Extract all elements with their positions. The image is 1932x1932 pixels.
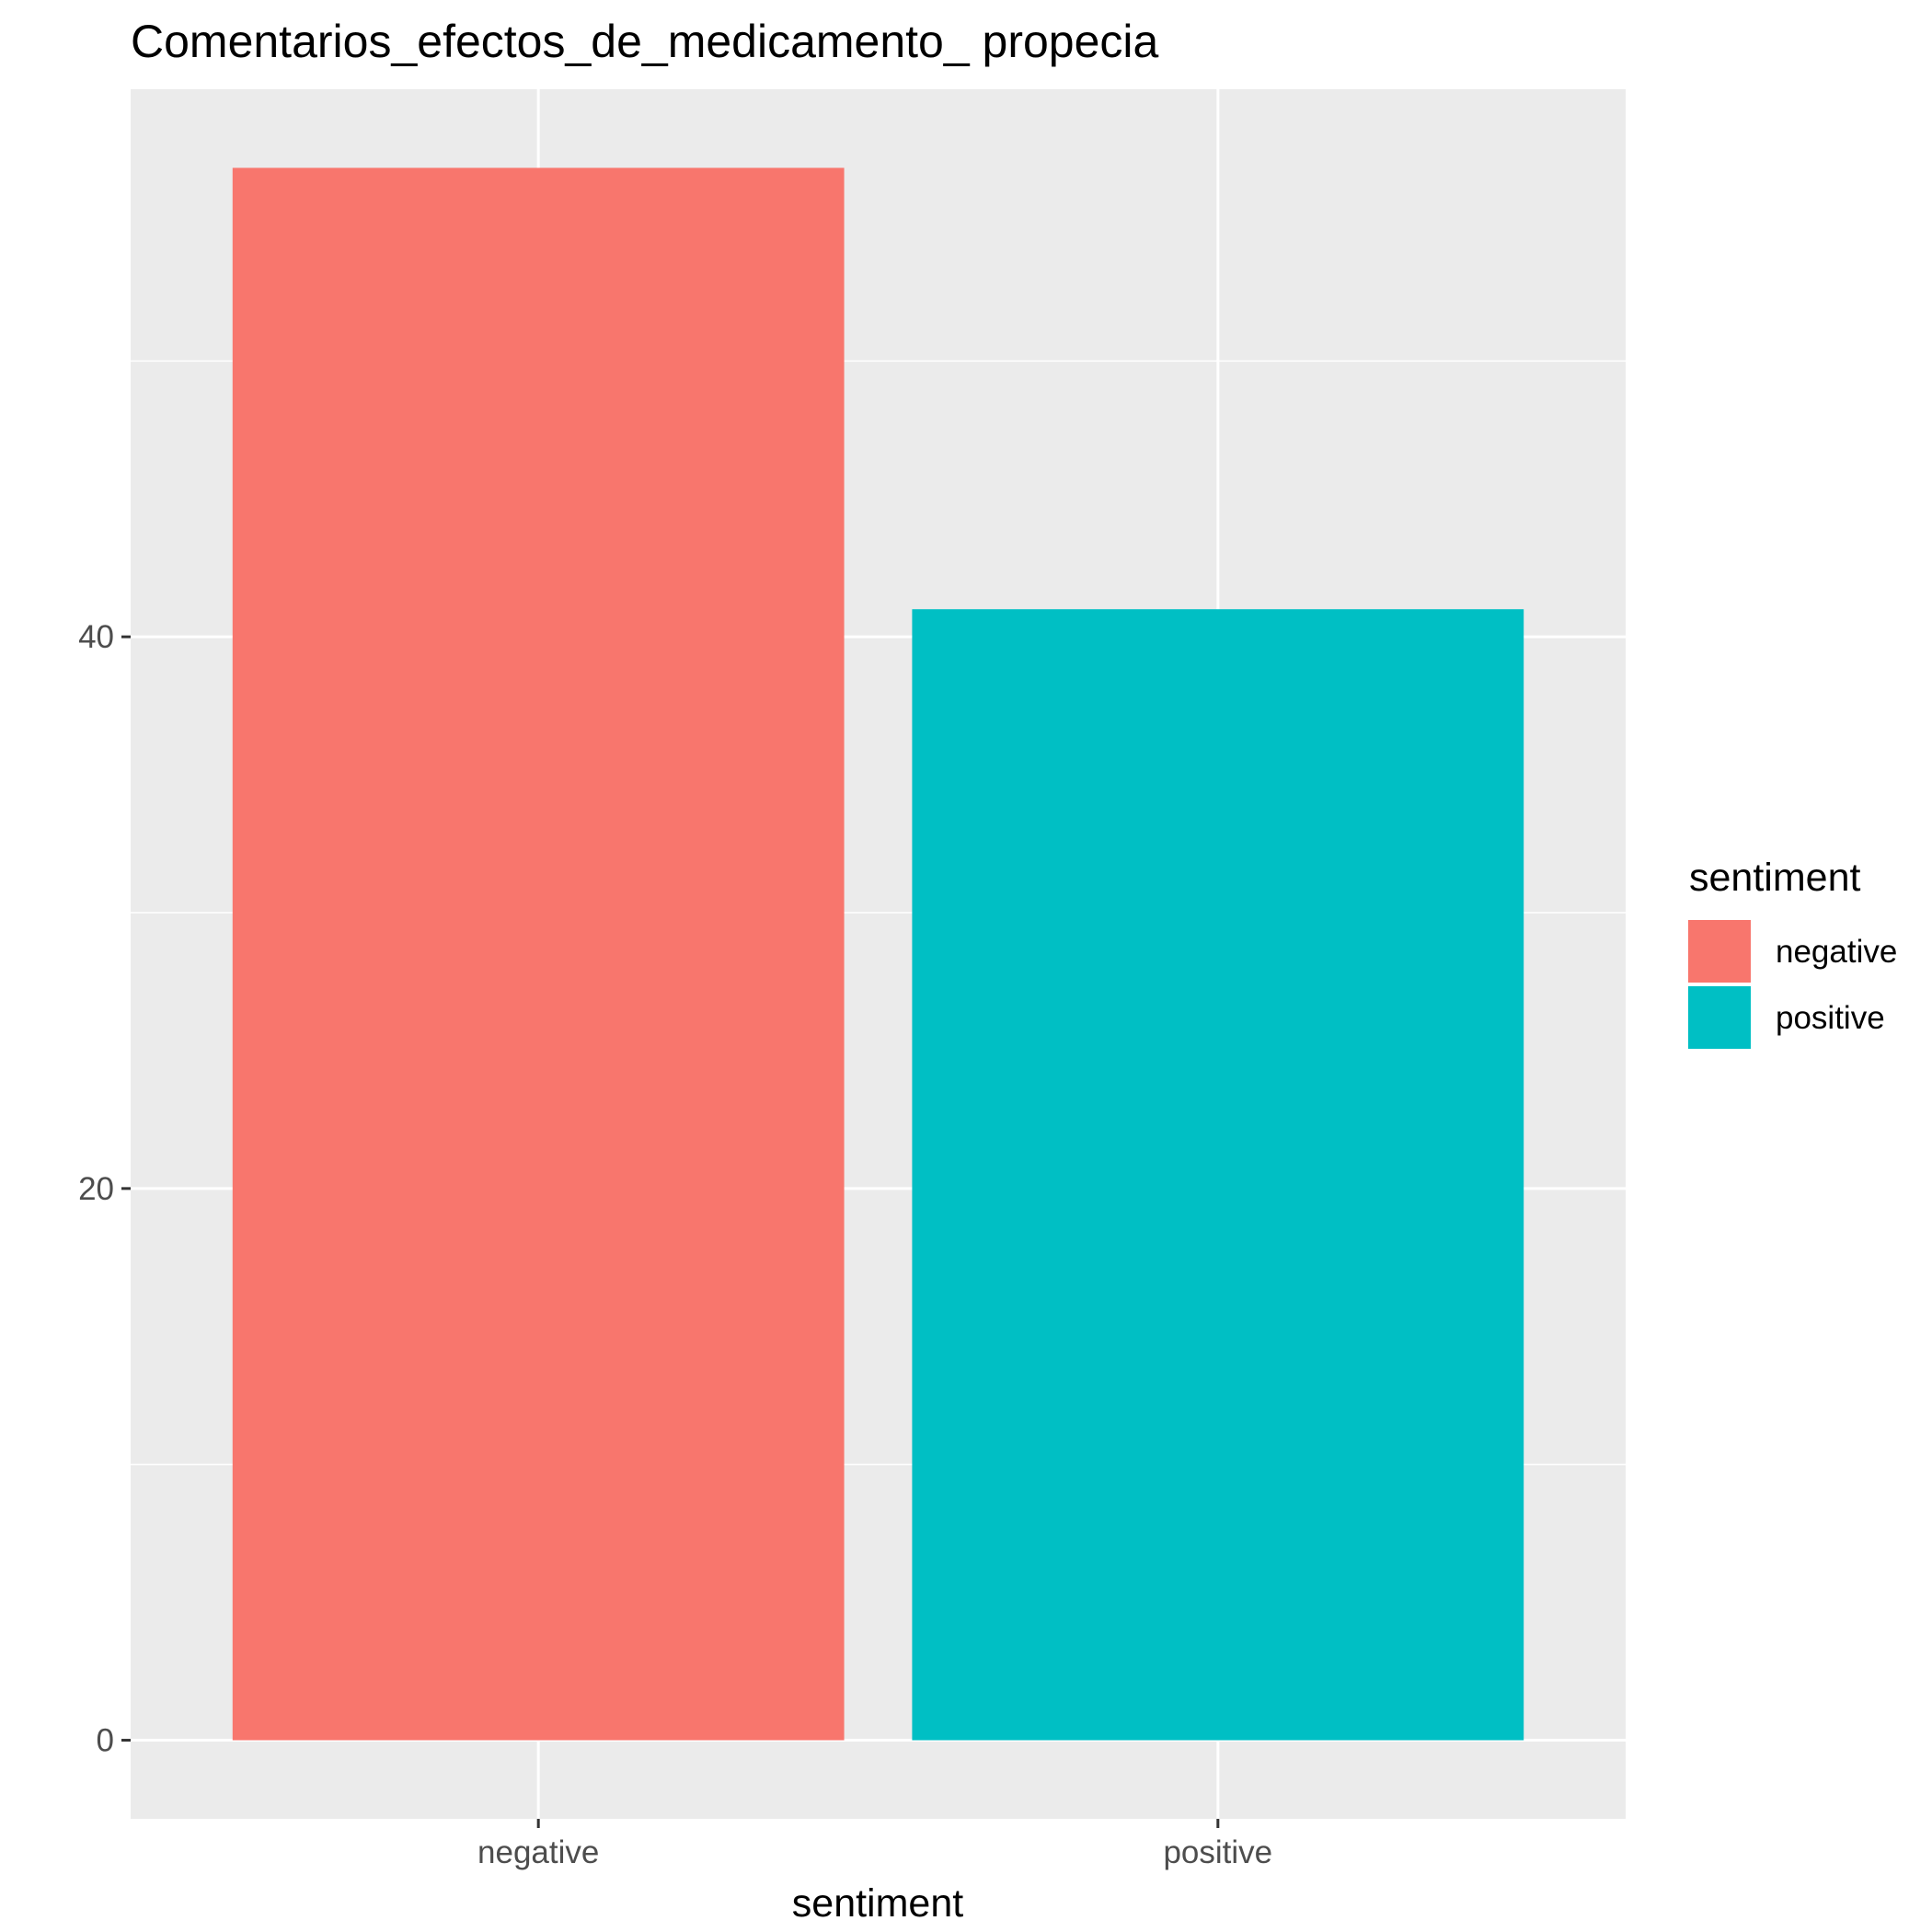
- y-axis: 0 20 40: [78, 619, 131, 1759]
- legend-label-positive: positive: [1776, 1000, 1885, 1036]
- x-tick-label: positive: [1163, 1834, 1272, 1870]
- bars: [232, 167, 1524, 1741]
- chart-title: Comentarios_efectos_de_medicamento_ prop…: [131, 16, 1159, 67]
- bar-positive: [912, 609, 1524, 1741]
- legend-label-negative: negative: [1776, 934, 1897, 970]
- x-tick-label: negative: [477, 1834, 599, 1870]
- y-tick-label: 20: [78, 1171, 114, 1207]
- y-tick-label: 40: [78, 619, 114, 655]
- legend-key-positive: [1688, 986, 1751, 1049]
- legend-items: negative positive: [1688, 920, 1897, 1049]
- legend-title: sentiment: [1689, 856, 1860, 900]
- x-axis: negative positive: [477, 1819, 1272, 1870]
- legend-key-negative: [1688, 920, 1751, 983]
- x-axis-title: sentiment: [792, 1881, 963, 1926]
- bar-negative: [232, 167, 845, 1741]
- y-tick-label: 0: [97, 1723, 114, 1759]
- legend: sentiment negative positive: [1688, 856, 1897, 1049]
